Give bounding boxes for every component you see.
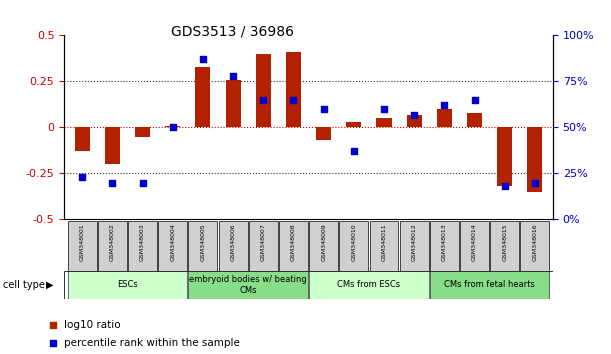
Text: GSM348008: GSM348008 [291,224,296,261]
Text: embryoid bodies w/ beating
CMs: embryoid bodies w/ beating CMs [189,275,307,295]
Point [439,103,449,108]
Bar [75,127,90,152]
Bar [316,127,331,140]
Point [258,97,268,103]
Text: CMs from ESCs: CMs from ESCs [337,280,400,290]
Text: GSM348009: GSM348009 [321,224,326,262]
Point [530,180,540,185]
Bar [279,221,308,271]
Text: GSM348007: GSM348007 [261,224,266,262]
Bar [219,221,247,271]
Bar [256,54,271,127]
Bar [105,127,120,164]
Point [48,340,57,346]
Point [168,125,178,130]
Point [229,73,238,79]
Bar [370,221,398,271]
Text: GDS3513 / 36986: GDS3513 / 36986 [170,25,294,39]
Bar [165,126,180,127]
Bar [196,67,211,127]
Bar [339,221,368,271]
Bar [188,271,308,299]
Point [349,149,359,154]
Text: GSM348014: GSM348014 [472,224,477,262]
Bar [467,113,482,127]
Bar [309,221,338,271]
Text: ESCs: ESCs [117,280,138,290]
Text: GSM348005: GSM348005 [200,224,205,261]
Text: GSM348002: GSM348002 [110,224,115,262]
Bar [521,221,549,271]
Bar [490,221,519,271]
Text: GSM348006: GSM348006 [230,224,236,261]
Bar [68,271,187,299]
Text: GSM348012: GSM348012 [412,224,417,262]
Text: GSM348016: GSM348016 [532,224,537,261]
Text: percentile rank within the sample: percentile rank within the sample [64,338,240,348]
Text: GSM348015: GSM348015 [502,224,507,261]
Point [137,180,147,185]
Point [288,97,298,103]
Point [409,112,419,118]
Bar [188,221,218,271]
Text: GSM348010: GSM348010 [351,224,356,261]
Text: ▶: ▶ [46,280,54,290]
Text: log10 ratio: log10 ratio [64,320,120,330]
Text: GSM348003: GSM348003 [140,224,145,262]
Bar [460,221,489,271]
Point [379,106,389,112]
Bar [225,80,241,127]
Text: GSM348011: GSM348011 [381,224,387,261]
Bar [128,221,157,271]
Text: GSM348004: GSM348004 [170,224,175,262]
Bar [497,127,512,186]
Bar [430,221,459,271]
Text: cell type: cell type [3,280,45,290]
Bar [98,221,127,271]
Text: GSM348001: GSM348001 [80,224,85,261]
Bar [430,271,549,299]
Bar [400,221,429,271]
Point [319,106,329,112]
Point [470,97,480,103]
Bar [437,109,452,127]
Bar [249,221,278,271]
Point [48,322,57,328]
Text: GSM348013: GSM348013 [442,224,447,262]
Point [500,183,510,189]
Bar [376,118,392,127]
Bar [158,221,187,271]
Bar [135,127,150,137]
Bar [346,122,361,127]
Bar [527,127,543,192]
Bar [68,221,97,271]
Bar [309,271,429,299]
Text: CMs from fetal hearts: CMs from fetal hearts [444,280,535,290]
Bar [406,115,422,127]
Bar [286,52,301,127]
Point [198,57,208,62]
Point [108,180,117,185]
Point [78,174,87,180]
